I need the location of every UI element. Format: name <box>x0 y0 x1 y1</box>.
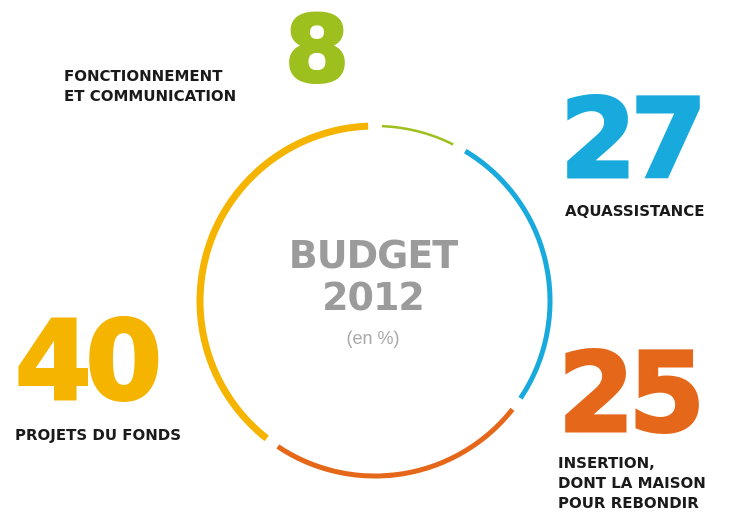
value-insertion: 25 <box>556 329 706 457</box>
arc-aquassistance <box>463 148 553 400</box>
label-aquassistance: AQUASSISTANCE <box>565 202 705 220</box>
arc-insertion <box>276 407 515 479</box>
value-projets: 40 <box>13 297 163 425</box>
chart-year: 2012 <box>322 275 425 319</box>
label-insertion: INSERTION, DONT LA MAISON POUR REBONDIR <box>558 454 706 512</box>
chart-unit: (en %) <box>346 328 400 348</box>
chart-title: BUDGET <box>288 233 458 277</box>
value-fonctionnement: 8 <box>283 0 350 103</box>
label-projets: PROJETS DU FONDS <box>15 426 182 444</box>
value-aquassistance: 27 <box>558 75 708 203</box>
arc-fonctionnement <box>381 124 454 146</box>
arc-projets <box>196 122 369 442</box>
label-fonctionnement: FONCTIONNEMENT ET COMMUNICATION <box>64 67 237 105</box>
